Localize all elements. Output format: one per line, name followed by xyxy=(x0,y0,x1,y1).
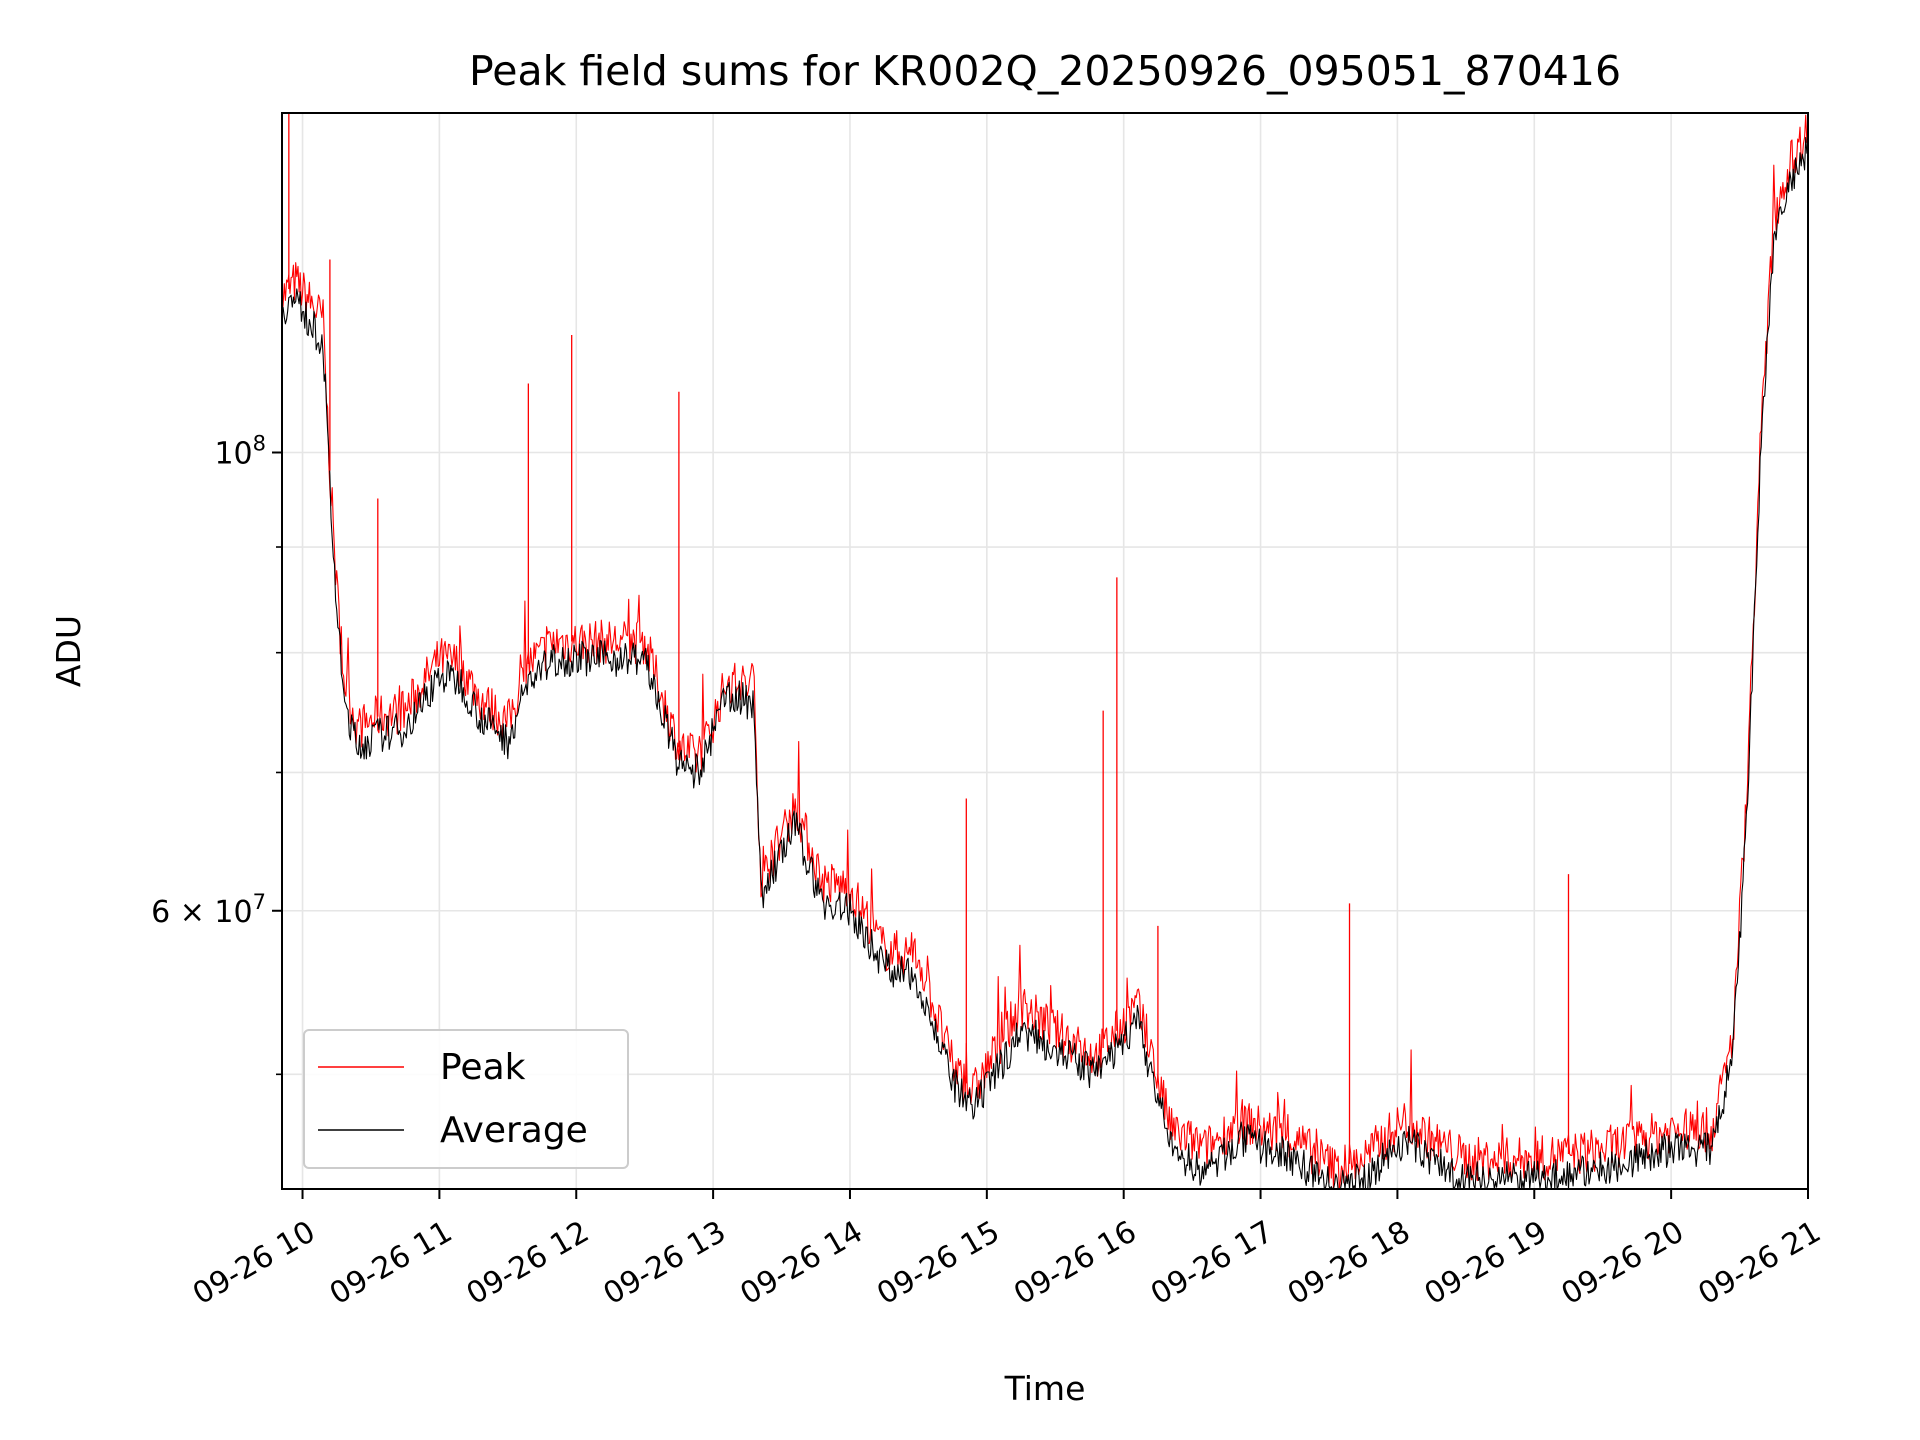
y-tick-label: 108 xyxy=(214,431,266,471)
x-axis-label: Time xyxy=(1004,1369,1086,1408)
legend-label-average: Average xyxy=(440,1110,588,1151)
legend-label-peak: Peak xyxy=(440,1047,526,1088)
chart-title: Peak field sums for KR002Q_20250926_0950… xyxy=(469,47,1621,95)
grid xyxy=(282,113,1809,1189)
y-tick-label: 6 × 107 xyxy=(151,890,266,930)
spikes-layer xyxy=(288,113,1570,1164)
plot-frame xyxy=(281,112,1809,1190)
legend-box xyxy=(303,1029,629,1169)
series-line-average xyxy=(281,137,1809,1190)
y-axis: 108 6 × 107 xyxy=(151,431,282,1076)
legend: Peak Average xyxy=(303,1029,629,1169)
series-layer xyxy=(281,114,1809,1190)
y-axis-label: ADU xyxy=(49,615,88,687)
